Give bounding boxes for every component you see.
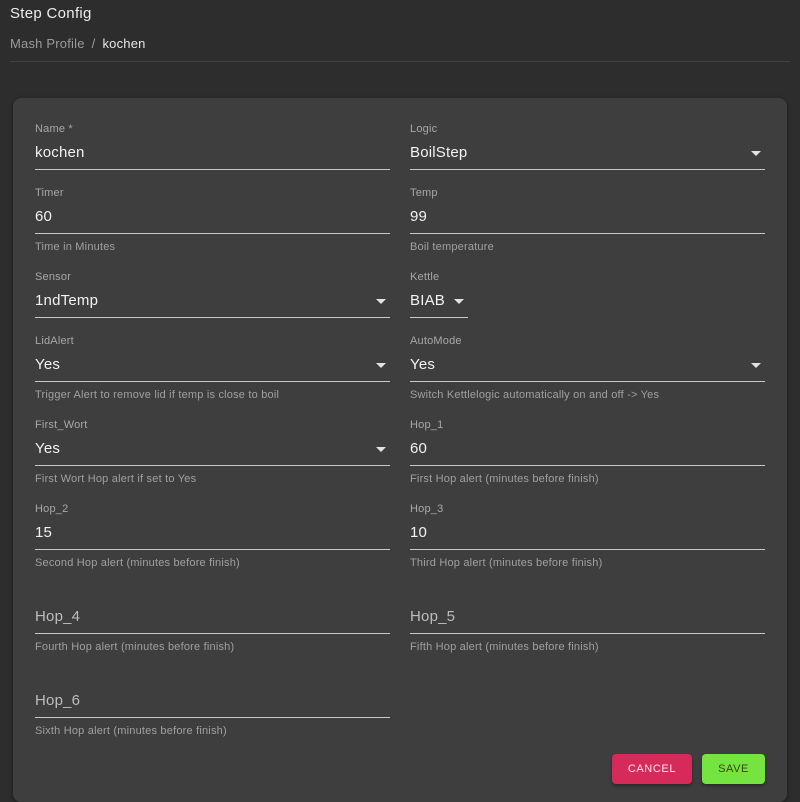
hop2-helper: Second Hop alert (minutes before finish)	[35, 557, 240, 569]
empty-cell	[410, 670, 765, 738]
form-row-name-logic: Name * Logic BoilStep	[35, 122, 765, 170]
breadcrumb-current: kochen	[102, 36, 146, 51]
kettle-select-value: BIAB	[410, 292, 445, 309]
form-row-firstwort-hop1: First_Wort Yes First Wort Hop alert if s…	[35, 418, 765, 486]
timer-helper: Time in Minutes	[35, 241, 116, 253]
hop6-helper: Sixth Hop alert (minutes before finish)	[35, 725, 227, 737]
automode-select-value: Yes	[410, 356, 436, 373]
step-config-card: Name * Logic BoilStep Timer Time in Minu…	[13, 98, 787, 802]
name-label: Name *	[35, 123, 73, 135]
hop4-field: Fourth Hop alert (minutes before finish)	[35, 586, 390, 654]
hop5-input[interactable]	[410, 608, 765, 634]
hop2-field: Hop_2 Second Hop alert (minutes before f…	[35, 502, 390, 570]
automode-helper: Switch Kettlelogic automatically on and …	[410, 389, 660, 401]
chevron-down-icon	[454, 298, 464, 304]
lidalert-select-value: Yes	[35, 356, 61, 373]
lidalert-helper: Trigger Alert to remove lid if temp is c…	[35, 389, 280, 401]
hop6-label	[35, 670, 390, 684]
page-title: Step Config	[10, 5, 92, 22]
page-header: Step Config Mash Profile / kochen	[0, 0, 800, 62]
breadcrumb-parent-link[interactable]: Mash Profile	[10, 36, 85, 51]
temp-input[interactable]	[410, 208, 765, 234]
chevron-down-icon	[376, 362, 386, 368]
temp-helper: Boil temperature	[410, 241, 494, 253]
firstwort-label: First_Wort	[35, 419, 88, 431]
logic-select-value: BoilStep	[410, 144, 468, 161]
hop2-label: Hop_2	[35, 503, 69, 515]
temp-field: Temp Boil temperature	[410, 186, 765, 254]
form-row-lidalert-automode: LidAlert Yes Trigger Alert to remove lid…	[35, 334, 765, 402]
sensor-field: Sensor 1ndTemp	[35, 270, 390, 318]
logic-select[interactable]: BoilStep	[410, 144, 765, 170]
hop4-input[interactable]	[35, 608, 390, 634]
form-row-hop6: Sixth Hop alert (minutes before finish)	[35, 670, 765, 738]
lidalert-select[interactable]: Yes	[35, 356, 390, 382]
temp-label: Temp	[410, 187, 438, 199]
breadcrumb: Mash Profile / kochen	[10, 36, 790, 62]
firstwort-select-value: Yes	[35, 440, 61, 457]
form-row-hop4-hop5: Fourth Hop alert (minutes before finish)…	[35, 586, 765, 654]
automode-label: AutoMode	[410, 335, 462, 347]
logic-label: Logic	[410, 123, 438, 135]
chevron-down-icon	[751, 362, 761, 368]
form-row-timer-temp: Timer Time in Minutes Temp Boil temperat…	[35, 186, 765, 254]
hop5-field: Fifth Hop alert (minutes before finish)	[410, 586, 765, 654]
chevron-down-icon	[751, 150, 761, 156]
sensor-select[interactable]: 1ndTemp	[35, 292, 390, 318]
hop1-label: Hop_1	[410, 419, 444, 431]
hop4-helper: Fourth Hop alert (minutes before finish)	[35, 641, 235, 653]
lidalert-field: LidAlert Yes Trigger Alert to remove lid…	[35, 334, 390, 402]
hop3-label: Hop_3	[410, 503, 444, 515]
kettle-field: Kettle BIAB	[410, 270, 765, 318]
hop6-field: Sixth Hop alert (minutes before finish)	[35, 670, 390, 738]
form-row-hop2-hop3: Hop_2 Second Hop alert (minutes before f…	[35, 502, 765, 570]
hop1-helper: First Hop alert (minutes before finish)	[410, 473, 599, 485]
form-actions: CANCEL SAVE	[35, 754, 765, 784]
hop3-field: Hop_3 Third Hop alert (minutes before fi…	[410, 502, 765, 570]
hop1-field: Hop_1 First Hop alert (minutes before fi…	[410, 418, 765, 486]
hop6-input[interactable]	[35, 692, 390, 718]
automode-select[interactable]: Yes	[410, 356, 765, 382]
hop3-helper: Third Hop alert (minutes before finish)	[410, 557, 603, 569]
logic-field: Logic BoilStep	[410, 122, 765, 170]
kettle-select[interactable]: BIAB	[410, 292, 468, 318]
sensor-label: Sensor	[35, 271, 72, 283]
save-button[interactable]: SAVE	[702, 754, 765, 784]
hop4-label	[35, 586, 390, 600]
hop5-helper: Fifth Hop alert (minutes before finish)	[410, 641, 599, 653]
chevron-down-icon	[376, 298, 386, 304]
hop1-input[interactable]	[410, 440, 765, 466]
firstwort-select[interactable]: Yes	[35, 440, 390, 466]
cancel-button[interactable]: CANCEL	[611, 754, 693, 784]
hop3-input[interactable]	[410, 524, 765, 550]
timer-field: Timer Time in Minutes	[35, 186, 390, 254]
breadcrumb-separator: /	[91, 36, 96, 51]
kettle-label: Kettle	[410, 271, 440, 283]
name-input[interactable]	[35, 144, 390, 170]
hop2-input[interactable]	[35, 524, 390, 550]
timer-label: Timer	[35, 187, 64, 199]
firstwort-field: First_Wort Yes First Wort Hop alert if s…	[35, 418, 390, 486]
name-field: Name *	[35, 122, 390, 170]
sensor-select-value: 1ndTemp	[35, 292, 99, 309]
automode-field: AutoMode Yes Switch Kettlelogic automati…	[410, 334, 765, 402]
chevron-down-icon	[376, 446, 386, 452]
form-row-sensor-kettle: Sensor 1ndTemp Kettle BIAB	[35, 270, 765, 318]
timer-input[interactable]	[35, 208, 390, 234]
lidalert-label: LidAlert	[35, 335, 74, 347]
firstwort-helper: First Wort Hop alert if set to Yes	[35, 473, 197, 485]
hop5-label	[410, 586, 765, 600]
